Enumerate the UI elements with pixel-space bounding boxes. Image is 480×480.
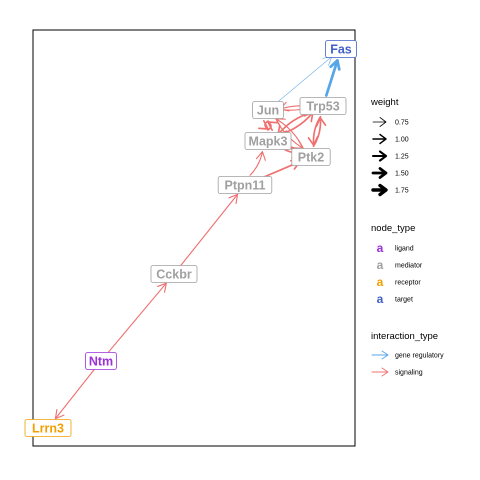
legend-arrow-icon (371, 183, 388, 197)
legend-node-type: node_type a ligand a mediator a receptor a targ… (371, 223, 423, 306)
edge-line (276, 56, 333, 104)
legend-glyph: a (377, 275, 384, 289)
edge-trp53-to-fas (324, 59, 341, 97)
node-box (24, 419, 72, 437)
legend-weight-label: 1.00 (395, 137, 409, 144)
node-box (217, 176, 273, 194)
legend-arrow-icon (371, 367, 389, 377)
node-trp53[interactable]: Trp53 (299, 97, 347, 115)
edge-arrowhead (255, 151, 266, 161)
legend-weight-label: 1.75 (395, 188, 409, 195)
node-label: Ptk2 (298, 151, 324, 165)
plot-panel-border (32, 29, 356, 447)
legend-node-type-label: mediator (395, 263, 423, 270)
legend-weight-items: 0.75 1.00 1.25 1.50 1.75 (371, 117, 409, 197)
edge-ntm-to-cckbr (107, 282, 167, 354)
legend-weight-key-0.75: 0.75 (372, 117, 409, 127)
node-ptk2[interactable]: Ptk2 (291, 148, 331, 166)
edge-line (107, 282, 167, 354)
node-label: Fas (330, 43, 352, 57)
node-box (85, 352, 117, 370)
legend-weight: weight 0.75 1.00 1.25 1.50 1.75 (370, 97, 409, 197)
legend-weight-key-1.25: 1.25 (371, 150, 409, 162)
edge-arrowhead (54, 408, 65, 420)
nodes-layer: Fas Jun Trp53 Mapk3 Ptk2 Ptpn11 Cckbr Ntm Lrrn3 (24, 40, 357, 437)
edge-arrowhead (228, 193, 239, 205)
edge-arrowhead (157, 282, 167, 293)
node-label: Cckbr (156, 268, 192, 282)
node-box (150, 265, 198, 283)
node-fas[interactable]: Fas (325, 40, 357, 58)
legend: weight 0.75 1.00 1.25 1.50 1.75 node_type a l… (370, 97, 444, 377)
legend-arrow-icon (371, 150, 388, 162)
legend-glyph: a (377, 292, 384, 306)
legend-node-type-label: receptor (395, 280, 421, 287)
node-box (299, 97, 347, 115)
legend-weight-title: weight (370, 97, 399, 108)
edge-arrowhead (329, 59, 341, 71)
node-label: Ptpn11 (225, 179, 266, 193)
legend-interaction-type-title: interaction_type (371, 331, 438, 342)
edge-arrowhead (258, 119, 269, 130)
legend-weight-label: 1.50 (395, 171, 409, 178)
legend-weight-key-1.50: 1.50 (371, 167, 409, 179)
legend-node-type-label: ligand (395, 246, 414, 253)
edge-trp53-to-ptk2 (307, 115, 322, 147)
legend-glyph: a (377, 258, 384, 272)
legend-node-type-key-receptor: a receptor (377, 275, 422, 289)
legend-weight-key-1.75: 1.75 (371, 183, 409, 197)
legend-interaction-label: gene regulatory (395, 353, 444, 360)
edge-line (324, 59, 339, 97)
legend-node-type-label: target (395, 297, 413, 304)
node-label: Trp53 (306, 100, 339, 114)
edge-line (312, 115, 322, 147)
node-box (244, 132, 292, 150)
edge-line (275, 118, 305, 150)
edge-jun-to-mapk3 (258, 119, 269, 130)
node-lrrn3[interactable]: Lrrn3 (24, 419, 72, 437)
legend-node-type-key-mediator: a mediator (377, 258, 423, 272)
legend-node-type-key-target: a target (377, 292, 413, 306)
legend-interaction-label: signaling (395, 370, 423, 377)
legend-arrow-icon (371, 167, 388, 179)
node-label: Ntm (89, 355, 113, 369)
node-jun[interactable]: Jun (252, 101, 284, 119)
node-label: Lrrn3 (32, 422, 64, 436)
node-label: Jun (257, 104, 279, 118)
legend-weight-label: 0.75 (395, 120, 409, 127)
edge-line (180, 193, 239, 266)
node-box (252, 101, 284, 119)
node-label: Mapk3 (249, 135, 288, 149)
node-box (291, 148, 331, 166)
legend-node-type-title: node_type (371, 223, 415, 234)
node-box (325, 40, 357, 58)
legend-arrow-icon (371, 350, 389, 360)
node-ntm[interactable]: Ntm (85, 352, 117, 370)
legend-weight-label: 1.25 (395, 154, 409, 161)
edge-arrowhead (307, 136, 319, 147)
legend-interaction-type: interaction_type gene regulatory signalin… (371, 331, 444, 377)
legend-interaction-key-signaling: signaling (371, 367, 423, 377)
legend-interaction-key-gene_regulatory: gene regulatory (371, 350, 444, 360)
node-mapk3[interactable]: Mapk3 (244, 132, 292, 150)
edge-ptpn11-to-mapk3 (249, 151, 266, 176)
legend-weight-key-1.00: 1.00 (372, 133, 409, 145)
edge-cckbr-to-ptpn11 (180, 193, 239, 266)
node-ptpn11[interactable]: Ptpn11 (217, 176, 273, 194)
edge-line (54, 369, 95, 420)
legend-arrow-icon (372, 117, 387, 127)
legend-glyph: a (377, 241, 384, 255)
edge-line (249, 151, 264, 176)
legend-node-type-items: a ligand a mediator a receptor a target (377, 241, 423, 306)
legend-arrow-icon (372, 133, 387, 145)
legend-interaction-type-items: gene regulatory signaling (371, 350, 444, 377)
node-cckbr[interactable]: Cckbr (150, 265, 198, 283)
edge-ntm-to-lrrn3 (54, 369, 95, 420)
legend-node-type-key-ligand: a ligand (377, 241, 414, 255)
